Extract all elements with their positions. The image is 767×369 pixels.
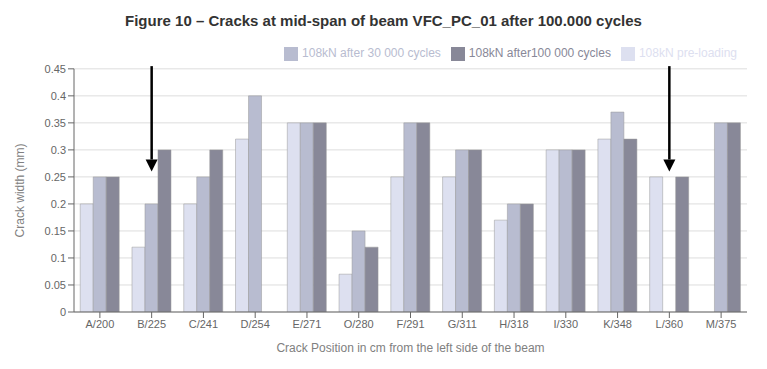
svg-text:0.05: 0.05 <box>45 279 66 291</box>
svg-text:D/254: D/254 <box>241 318 270 330</box>
svg-text:0.4: 0.4 <box>51 90 66 102</box>
svg-text:B/225: B/225 <box>137 318 166 330</box>
svg-text:K/348: K/348 <box>603 318 632 330</box>
svg-text:I/330: I/330 <box>554 318 578 330</box>
svg-text:Crack Position in cm from the: Crack Position in cm from the left side … <box>276 341 544 355</box>
svg-text:0.3: 0.3 <box>51 144 66 156</box>
svg-text:M/375: M/375 <box>706 318 737 330</box>
svg-text:0.2: 0.2 <box>51 198 66 210</box>
html-text:Figure 10 – Cracks at mid-span: Figure 10 – Cracks at mid-span of beam V… <box>125 12 642 29</box>
svg-text:0: 0 <box>60 306 66 318</box>
svg-text:0.1: 0.1 <box>51 252 66 264</box>
html-text:108kN after 30 000 cycles: 108kN after 30 000 cycles <box>302 46 441 60</box>
svg-text:L/360: L/360 <box>656 318 684 330</box>
svg-text:F/291: F/291 <box>396 318 424 330</box>
svg-text:H/318: H/318 <box>499 318 528 330</box>
svg-text:A/200: A/200 <box>86 318 115 330</box>
svg-text:Crack width (mm): Crack width (mm) <box>13 143 27 237</box>
svg-text:E/271: E/271 <box>293 318 322 330</box>
svg-text:0.35: 0.35 <box>45 117 66 129</box>
svg-text:0.15: 0.15 <box>45 225 66 237</box>
svg-text:0.45: 0.45 <box>45 63 66 75</box>
svg-text:G/311: G/311 <box>448 318 477 330</box>
svg-text:0.25: 0.25 <box>45 171 66 183</box>
svg-text:O/280: O/280 <box>344 318 374 330</box>
svg-text:C/241: C/241 <box>189 318 218 330</box>
html-text:108kN after100 000 cycles: 108kN after100 000 cycles <box>468 46 611 60</box>
html-text:108kN pre-loading: 108kN pre-loading <box>638 46 737 60</box>
